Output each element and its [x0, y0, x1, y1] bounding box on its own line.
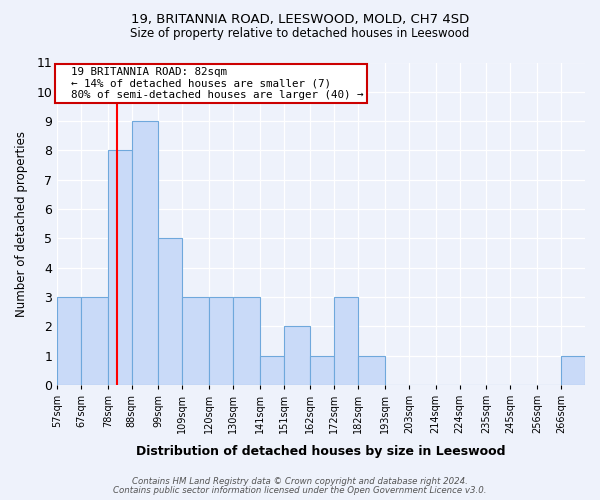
Bar [132, 121, 158, 385]
Bar [310, 356, 334, 385]
Text: 19 BRITANNIA ROAD: 82sqm
  ← 14% of detached houses are smaller (7)
  80% of sem: 19 BRITANNIA ROAD: 82sqm ← 14% of detach… [58, 67, 364, 100]
Bar [334, 297, 358, 385]
X-axis label: Distribution of detached houses by size in Leeswood: Distribution of detached houses by size … [136, 444, 506, 458]
Bar [182, 297, 209, 385]
Text: Contains HM Land Registry data © Crown copyright and database right 2024.: Contains HM Land Registry data © Crown c… [132, 477, 468, 486]
Text: Size of property relative to detached houses in Leeswood: Size of property relative to detached ho… [130, 28, 470, 40]
Bar [561, 356, 585, 385]
Bar [158, 238, 182, 385]
Bar [209, 297, 233, 385]
Text: 19, BRITANNIA ROAD, LEESWOOD, MOLD, CH7 4SD: 19, BRITANNIA ROAD, LEESWOOD, MOLD, CH7 … [131, 12, 469, 26]
Bar [107, 150, 132, 385]
Bar [57, 297, 81, 385]
Y-axis label: Number of detached properties: Number of detached properties [15, 130, 28, 316]
Bar [260, 356, 284, 385]
Text: Contains public sector information licensed under the Open Government Licence v3: Contains public sector information licen… [113, 486, 487, 495]
Bar [233, 297, 260, 385]
Bar [284, 326, 310, 385]
Bar [81, 297, 107, 385]
Bar [358, 356, 385, 385]
